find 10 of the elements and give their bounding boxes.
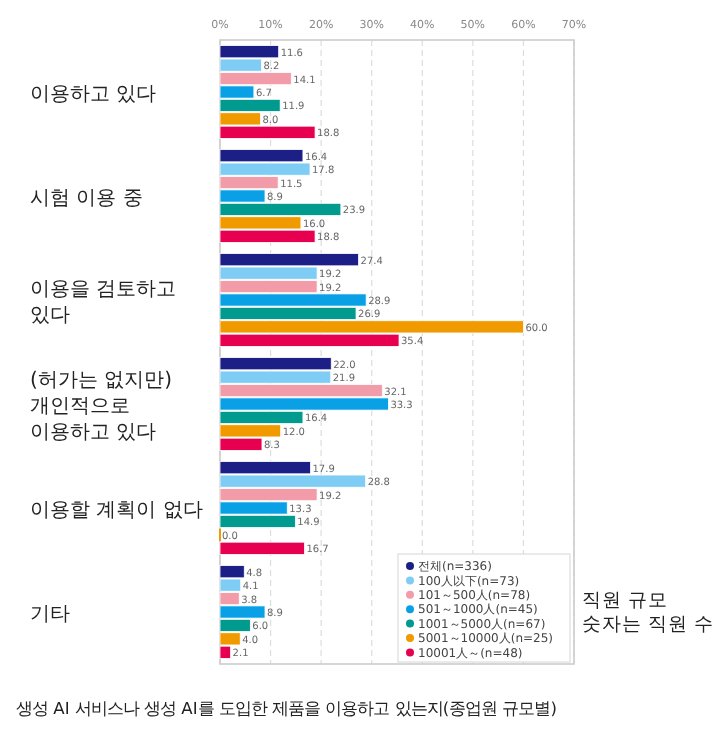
y-tick-label: 기타	[30, 604, 70, 626]
y-tick-label: 시험 이용 중	[30, 188, 143, 210]
y-tick-label: (허가는 없지만) 개인적으로 이용하고 있다	[30, 370, 173, 444]
y-tick-label: 이용을 검토하고 있다	[30, 279, 177, 327]
text: 직원 규모	[582, 590, 669, 612]
bar	[219, 541, 305, 555]
text: 생성 AI 서비스나 생성 AI를 도입한 제품을 이용하고 있는지(종업원 규모별)	[16, 698, 557, 718]
text: 숫자는 직원 수	[582, 614, 715, 636]
y-tick-label: 이용할 계획이 없다	[30, 500, 203, 522]
y-tick-label: 이용하고 있다	[30, 84, 157, 106]
